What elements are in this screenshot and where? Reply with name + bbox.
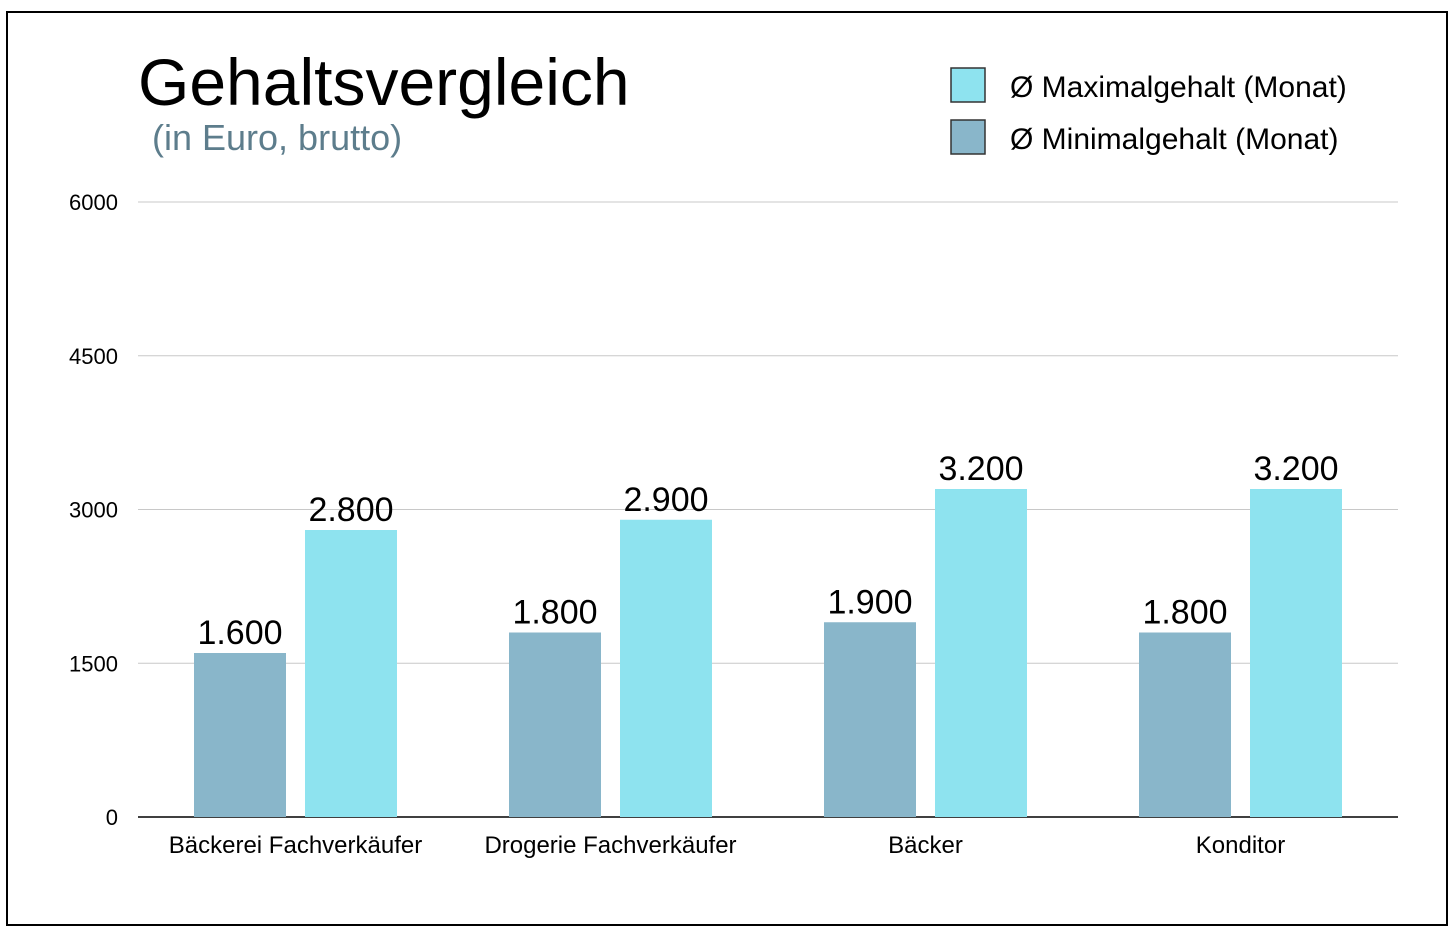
y-tick-label: 1500 xyxy=(69,651,118,676)
data-label: 1.800 xyxy=(1142,594,1227,632)
x-tick-label: Bäcker xyxy=(888,832,963,859)
legend-swatch xyxy=(950,67,986,103)
legend-label: Ø Maximalgehalt (Monat) xyxy=(1010,71,1347,104)
y-tick-label: 3000 xyxy=(69,498,118,523)
y-tick-label: 6000 xyxy=(69,190,118,215)
y-tick-label: 4500 xyxy=(69,344,118,369)
x-tick-label: Konditor xyxy=(1196,832,1285,859)
bars: 1.600 2.800 1.800 2.900 1.900 3.200 1.800 3.200 xyxy=(194,450,1342,817)
bar xyxy=(1250,489,1342,817)
x-axis-labels: Bäckerei Fachverkäufer Drogerie Fachverkä… xyxy=(169,832,1285,859)
bar xyxy=(824,622,916,817)
chart-title: Gehaltsvergleich xyxy=(138,45,630,119)
data-label: 3.200 xyxy=(1253,450,1338,488)
bar xyxy=(620,519,712,817)
y-axis-ticks: 0 1500 3000 4500 6000 xyxy=(69,190,118,830)
data-label: 1.900 xyxy=(827,583,912,621)
data-label: 2.800 xyxy=(308,491,393,529)
y-tick-label: 0 xyxy=(106,805,118,830)
bar xyxy=(1139,632,1231,817)
chart-subtitle: (in Euro, brutto) xyxy=(152,117,402,158)
x-tick-label: Drogerie Fachverkäufer xyxy=(484,832,736,859)
legend: Ø Maximalgehalt (Monat) Ø Minimalgehalt (… xyxy=(950,67,1347,156)
legend-label: Ø Minimalgehalt (Monat) xyxy=(1010,123,1338,156)
data-label: 3.200 xyxy=(938,450,1023,488)
data-label: 2.900 xyxy=(623,481,708,519)
bar xyxy=(305,530,397,817)
bar xyxy=(509,632,601,817)
bar xyxy=(935,489,1027,817)
x-tick-label: Bäckerei Fachverkäufer xyxy=(169,832,422,859)
legend-swatch xyxy=(950,119,986,155)
data-label: 1.600 xyxy=(197,614,282,652)
bar xyxy=(194,653,286,817)
data-label: 1.800 xyxy=(512,594,597,632)
